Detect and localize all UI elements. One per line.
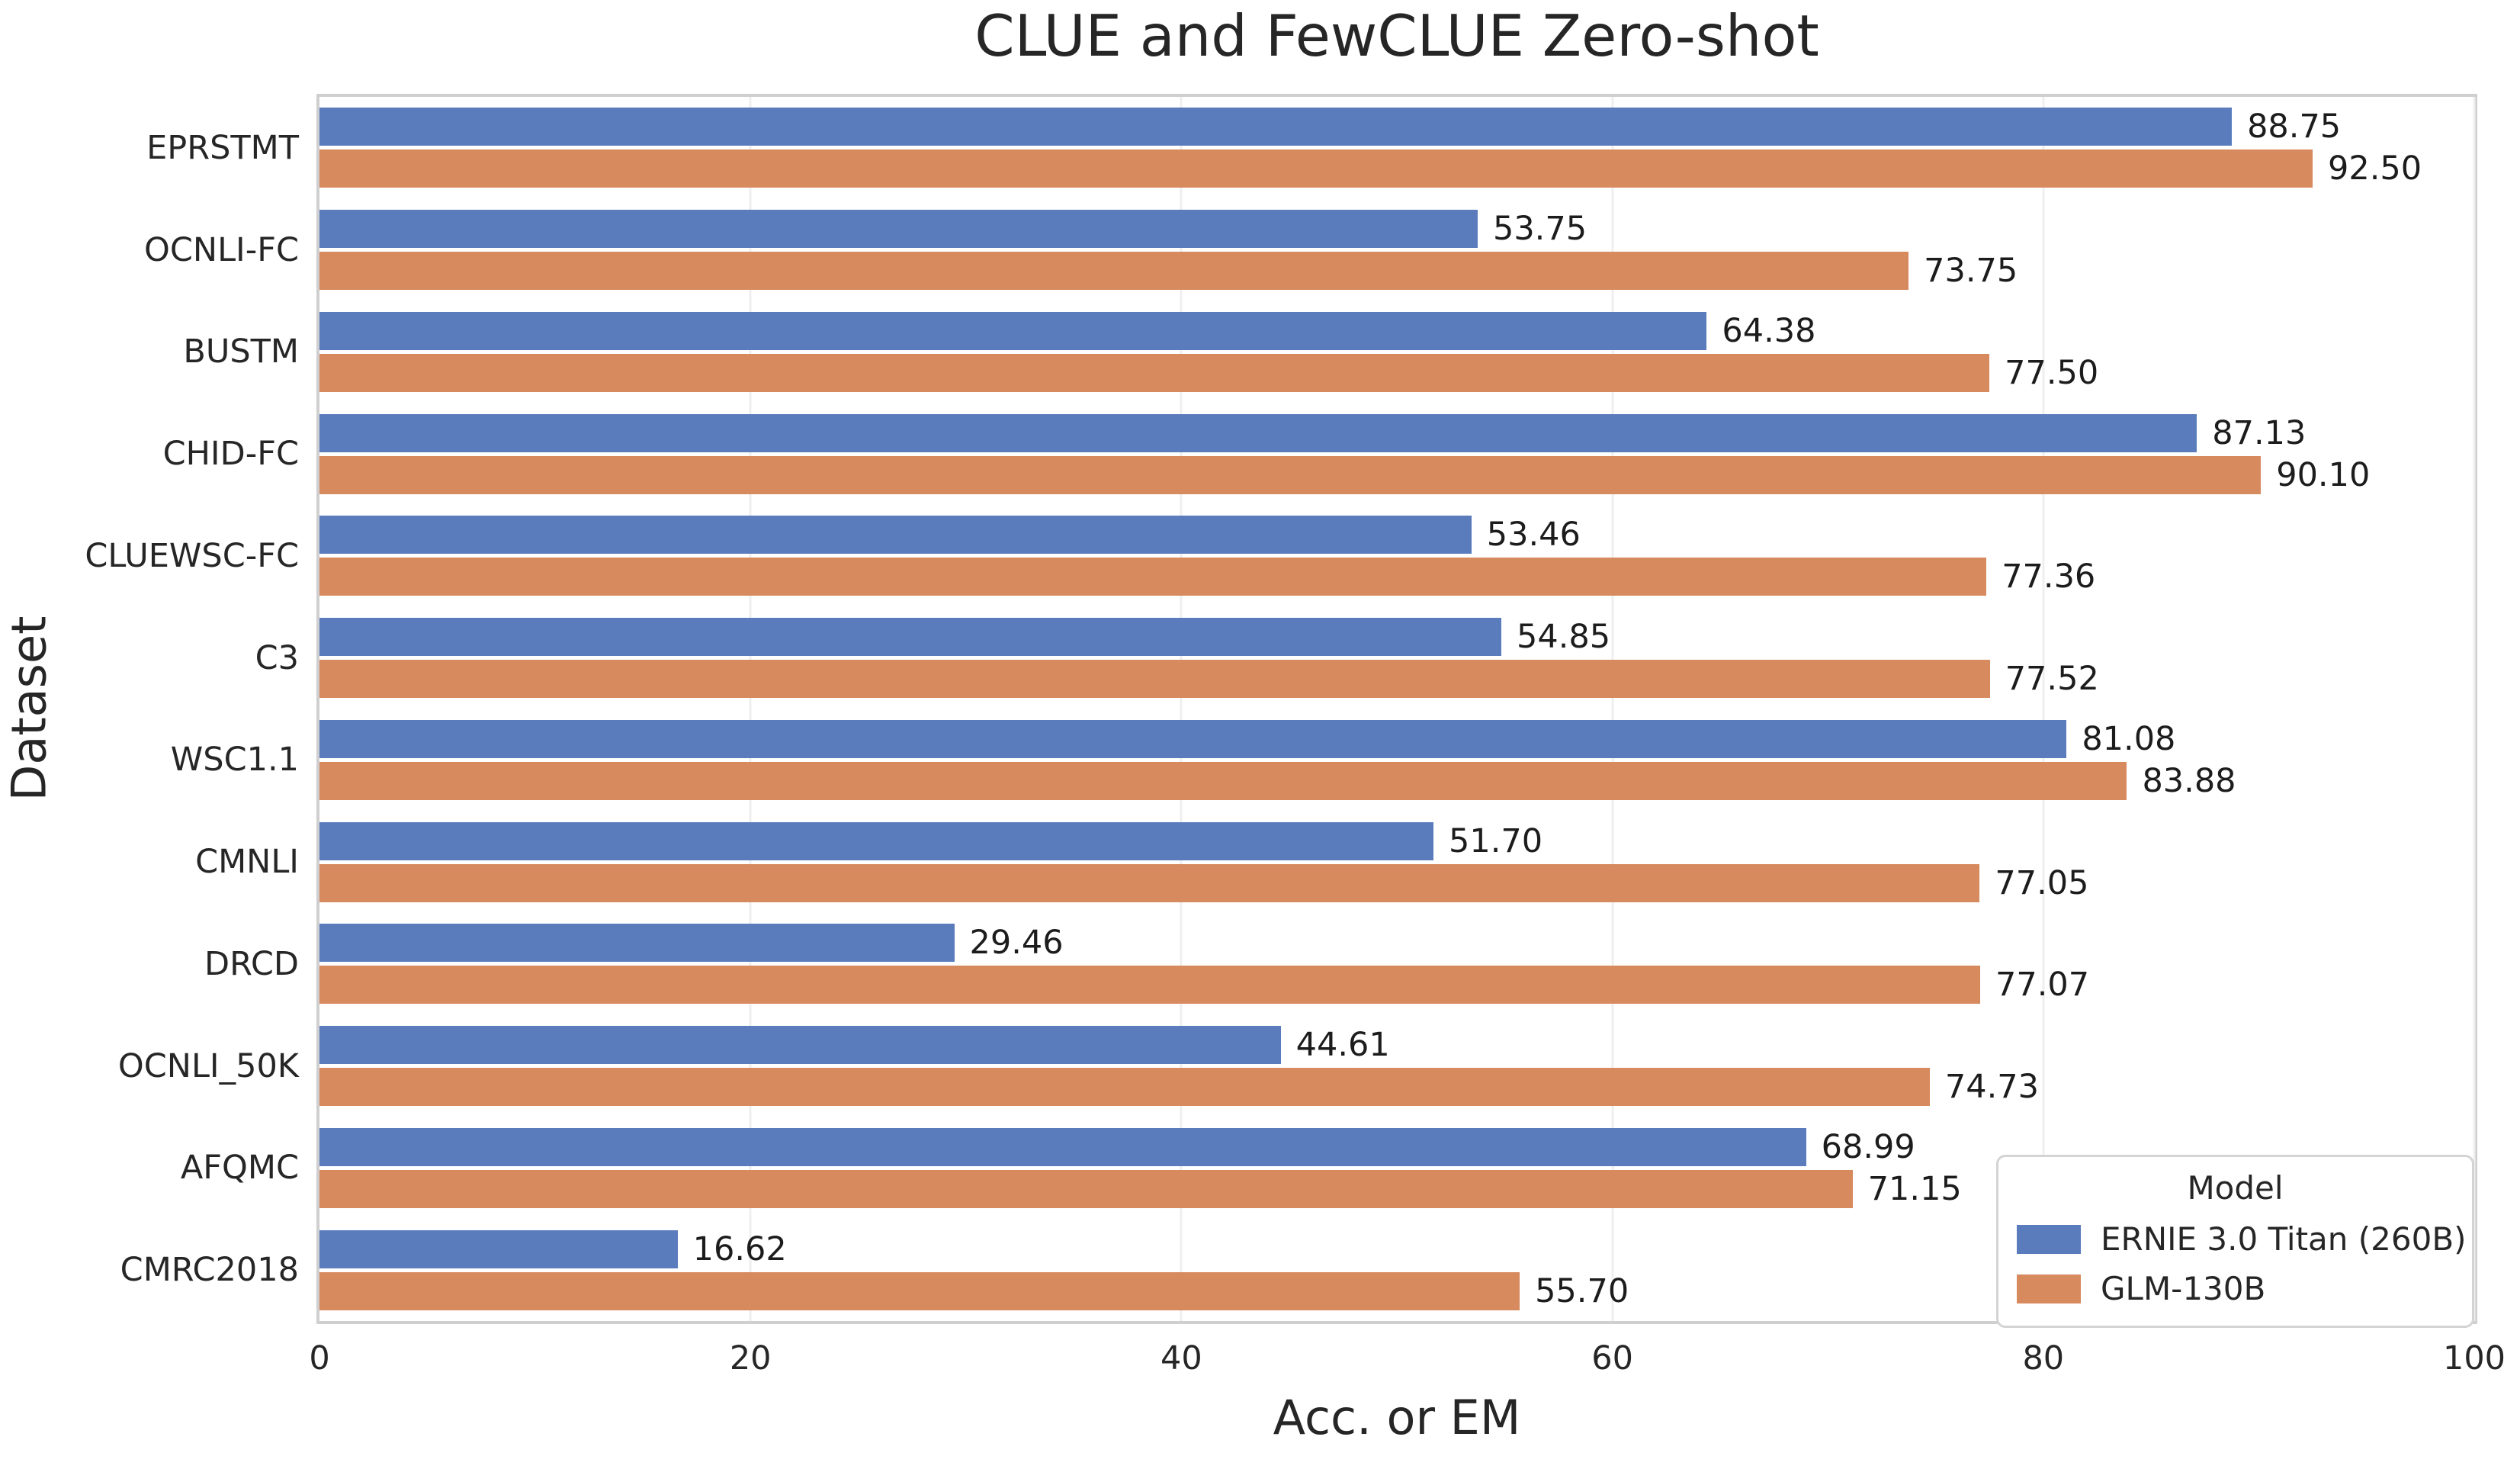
bar-value-label: 51.70 bbox=[1449, 821, 1543, 860]
bar-value-label: 87.13 bbox=[2212, 413, 2307, 452]
bar-value-label: 64.38 bbox=[1722, 311, 1816, 350]
bar-cluewsc-fc bbox=[319, 516, 1472, 554]
bar-c3 bbox=[319, 660, 1990, 699]
bar-value-label: 77.52 bbox=[2005, 660, 2099, 699]
gridline-x-20 bbox=[749, 97, 752, 1321]
x-tick-label: 100 bbox=[2442, 1339, 2506, 1377]
bar-value-label: 29.46 bbox=[969, 924, 1064, 963]
y-tick-label: CHID-FC bbox=[162, 435, 299, 474]
bar-value-label: 53.75 bbox=[1492, 210, 1587, 249]
x-tick-label: 80 bbox=[2022, 1339, 2065, 1377]
bar-value-label: 68.99 bbox=[1821, 1127, 1915, 1166]
y-tick-label: OCNLI_50K bbox=[117, 1046, 299, 1085]
plot-area: 88.75 92.50 53.75 73.75 64.38 77.50 87.13 90.10… bbox=[316, 94, 2477, 1324]
bar-ocnli_50k bbox=[319, 1026, 1281, 1065]
gridline-x-80 bbox=[2042, 97, 2045, 1321]
bar-cmrc2018 bbox=[319, 1271, 1520, 1310]
y-tick-label: CMNLI bbox=[195, 843, 299, 882]
bar-cluewsc-fc bbox=[319, 558, 1987, 596]
y-tick-label: DRCD bbox=[204, 944, 299, 983]
x-tick-label: 60 bbox=[1591, 1339, 1633, 1377]
bar-drcd bbox=[319, 924, 955, 963]
y-tick-label: OCNLI-FC bbox=[144, 230, 299, 269]
bar-value-label: 71.15 bbox=[1867, 1169, 1962, 1208]
bar-drcd bbox=[319, 966, 1980, 1005]
y-tick-label: CMRC2018 bbox=[120, 1251, 299, 1290]
bar-afqmc bbox=[319, 1127, 1806, 1166]
bar-wsc1.1 bbox=[319, 761, 2127, 800]
bar-eprstmt bbox=[319, 108, 2233, 146]
bar-value-label: 53.46 bbox=[1486, 516, 1581, 554]
bar-value-label: 77.36 bbox=[2002, 558, 2096, 596]
bar-cmrc2018 bbox=[319, 1230, 678, 1268]
bar-cmnli bbox=[319, 863, 1980, 902]
bar-value-label: 44.61 bbox=[1295, 1026, 1390, 1065]
bar-value-label: 77.05 bbox=[1995, 863, 2089, 902]
bar-value-label: 83.88 bbox=[2142, 761, 2236, 800]
bar-value-label: 54.85 bbox=[1517, 618, 1611, 657]
bar-bustm bbox=[319, 311, 1707, 350]
bar-value-label: 16.62 bbox=[692, 1230, 787, 1268]
x-tick-label: 0 bbox=[309, 1339, 330, 1377]
y-tick-label: C3 bbox=[255, 638, 299, 677]
gridline-x-40 bbox=[1180, 97, 1183, 1321]
gridline-x-100 bbox=[2473, 97, 2476, 1321]
bar-chid-fc bbox=[319, 455, 2262, 494]
x-tick-label: 40 bbox=[1160, 1339, 1202, 1377]
legend-title: Model bbox=[2187, 1169, 2284, 1207]
y-tick-label: EPRSTMT bbox=[146, 128, 299, 167]
y-tick-label: BUSTM bbox=[183, 333, 299, 371]
bar-value-label: 92.50 bbox=[2328, 149, 2422, 188]
y-tick-label: CLUEWSC-FC bbox=[85, 536, 299, 575]
bar-cmnli bbox=[319, 821, 1434, 860]
legend-item: GLM-130B bbox=[1998, 1264, 2472, 1313]
bar-afqmc bbox=[319, 1169, 1853, 1208]
bar-ocnli-fc bbox=[319, 252, 1909, 291]
chart-title: CLUE and FewCLUE Zero-shot bbox=[974, 2, 1819, 69]
bar-chid-fc bbox=[319, 413, 2197, 452]
gridline-x-60 bbox=[1611, 97, 1614, 1321]
bar-ocnli_50k bbox=[319, 1068, 1930, 1107]
bar-wsc1.1 bbox=[319, 719, 2067, 758]
legend-item-label: ERNIE 3.0 Titan (260B) bbox=[2101, 1220, 2467, 1258]
x-tick-label: 20 bbox=[729, 1339, 772, 1377]
bar-value-label: 88.75 bbox=[2247, 108, 2342, 146]
y-tick-label: WSC1.1 bbox=[170, 741, 299, 780]
legend-swatch bbox=[2017, 1224, 2081, 1254]
legend-swatch bbox=[2017, 1274, 2081, 1303]
bar-value-label: 77.07 bbox=[1995, 966, 2090, 1005]
x-axis-label: Acc. or EM bbox=[1273, 1390, 1521, 1445]
bar-eprstmt bbox=[319, 149, 2313, 188]
legend-item: ERNIE 3.0 Titan (260B) bbox=[1998, 1214, 2472, 1264]
y-tick-label: AFQMC bbox=[180, 1149, 299, 1188]
legend-item-label: GLM-130B bbox=[2101, 1270, 2266, 1307]
bar-value-label: 73.75 bbox=[1924, 252, 2018, 291]
bar-bustm bbox=[319, 353, 1990, 392]
legend-items: ERNIE 3.0 Titan (260B) GLM-130B bbox=[1998, 1214, 2472, 1313]
bar-value-label: 90.10 bbox=[2276, 455, 2371, 494]
bar-ocnli-fc bbox=[319, 210, 1478, 249]
bar-c3 bbox=[319, 618, 1502, 657]
bar-value-label: 55.70 bbox=[1535, 1271, 1629, 1310]
legend: Model ERNIE 3.0 Titan (260B) GLM-130B bbox=[1996, 1155, 2474, 1328]
bar-value-label: 74.73 bbox=[1944, 1068, 2039, 1107]
bar-value-label: 77.50 bbox=[2005, 353, 2099, 392]
bar-value-label: 81.08 bbox=[2082, 719, 2176, 758]
